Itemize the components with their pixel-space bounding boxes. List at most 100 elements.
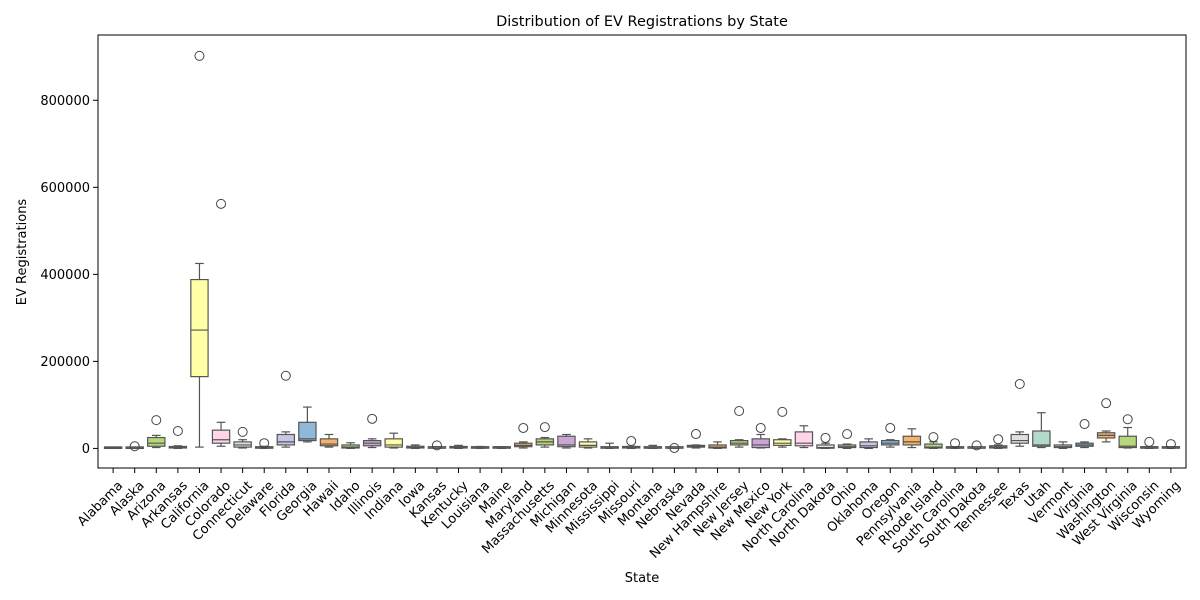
outlier-point (367, 413, 378, 424)
outlier-point (1079, 419, 1090, 430)
iqr-box (859, 441, 878, 449)
y-tick-label: 600000 (40, 181, 90, 196)
box-louisiana (470, 445, 490, 450)
iqr-box (1010, 433, 1030, 444)
box-delaware (254, 438, 274, 450)
box-new-hampshire (708, 441, 727, 450)
x-axis-label: State (625, 571, 659, 586)
iqr-box (341, 444, 360, 449)
plot-area (103, 50, 1181, 453)
box-michigan (557, 433, 576, 449)
iqr-box (557, 435, 576, 448)
iqr-box (190, 278, 209, 378)
outlier-point (669, 442, 680, 453)
box-oregon (881, 422, 900, 448)
box-virginia (1075, 419, 1094, 449)
box-vermont (1053, 441, 1073, 450)
outlier-point (1014, 379, 1025, 390)
box-kansas (427, 440, 447, 451)
x-axis: AlabamaAlaskaArizonaArkansasCaliforniaCo… (75, 468, 1184, 562)
iqr-box (211, 429, 231, 444)
outlier-point (928, 432, 939, 443)
outlier-point (1122, 414, 1133, 425)
outlier-point (237, 426, 248, 437)
iqr-box (816, 444, 835, 449)
box-arkansas (168, 426, 188, 450)
box-georgia (298, 406, 317, 443)
box-idaho (341, 442, 360, 450)
iqr-box (773, 439, 792, 446)
outlier-point (842, 429, 853, 440)
outlier-point (259, 438, 270, 449)
chart-title: Distribution of EV Registrations by Stat… (496, 14, 788, 30)
y-tick-label: 0 (82, 442, 90, 457)
box-illinois (362, 413, 382, 449)
iqr-box (924, 443, 943, 449)
iqr-box (298, 421, 317, 442)
outlier-point (151, 415, 162, 426)
outlier-point (820, 432, 831, 443)
outlier-point (950, 438, 961, 449)
box-new-jersey (729, 405, 749, 448)
box-washington (1096, 398, 1116, 443)
y-tick-label: 200000 (40, 355, 90, 370)
box-massachusetts (535, 422, 555, 448)
iqr-box (1118, 435, 1137, 449)
outlier-point (971, 440, 982, 451)
box-maine (492, 446, 511, 450)
y-axis: 0 200000 400000 600000 800000 (40, 94, 98, 457)
box-hawaii (319, 433, 339, 448)
outlier-point (993, 434, 1004, 445)
iqr-box (384, 438, 403, 448)
box-wyoming (1161, 439, 1181, 450)
outlier-point (129, 441, 140, 452)
y-axis-label: EV Registrations (15, 199, 30, 306)
outlier-point (690, 429, 701, 440)
box-minnesota (578, 438, 598, 449)
box-oklahoma (859, 438, 878, 450)
box-new-mexico (751, 422, 770, 449)
y-tick-label: 400000 (40, 268, 90, 283)
outlier-point (539, 422, 550, 433)
box-ohio (837, 429, 857, 450)
box-pennsylvania (902, 428, 922, 449)
box-rhode-island (924, 432, 943, 450)
outlier-point (734, 405, 745, 416)
iqr-box (276, 433, 296, 446)
iqr-box (708, 444, 727, 449)
box-connecticut (233, 426, 252, 449)
outlier-point (1101, 398, 1112, 409)
iqr-box (794, 431, 814, 447)
box-arizona (147, 415, 166, 449)
outlier-point (431, 440, 442, 451)
box-wisconsin (1140, 436, 1159, 450)
box-missouri (621, 436, 641, 450)
box-kentucky (449, 444, 468, 450)
outlier-point (518, 422, 529, 433)
y-tick-label: 800000 (40, 94, 90, 109)
box-mississippi (600, 442, 619, 450)
outlier-point (194, 50, 205, 61)
outlier-point (777, 406, 788, 417)
box-north-carolina (794, 425, 814, 449)
box-nevada (686, 429, 706, 449)
box-alaska (125, 441, 144, 452)
iqr-box (751, 438, 770, 449)
outlier-point (216, 198, 227, 209)
plot-frame (97, 34, 1187, 469)
iqr-box (147, 436, 166, 447)
box-west-virginia (1118, 414, 1137, 449)
iqr-box (902, 435, 922, 446)
box-california (190, 50, 209, 448)
outlier-point (172, 426, 183, 437)
box-montana (643, 444, 663, 450)
box-florida (276, 370, 296, 448)
outlier-point (626, 436, 637, 447)
box-colorado (211, 198, 231, 447)
box-new-york (773, 406, 792, 448)
box-north-dakota (816, 432, 835, 450)
iqr-box (319, 438, 339, 447)
box-alabama (103, 446, 123, 450)
box-tennessee (988, 434, 1008, 450)
box-indiana (384, 432, 403, 449)
